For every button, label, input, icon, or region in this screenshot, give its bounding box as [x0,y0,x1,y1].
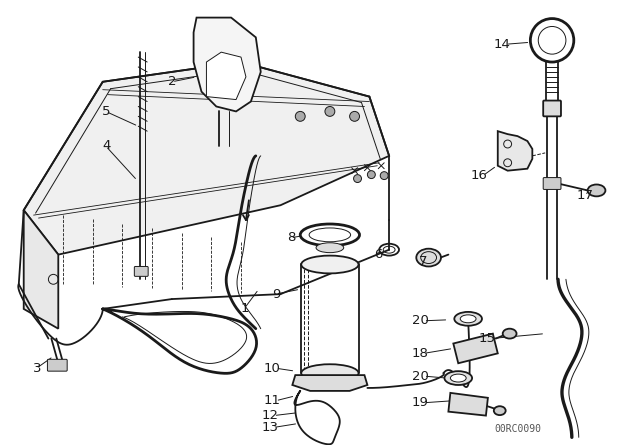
Text: 20: 20 [412,314,429,327]
Polygon shape [24,210,58,329]
Ellipse shape [460,315,476,323]
Circle shape [380,172,388,180]
Text: 14: 14 [493,38,511,51]
Ellipse shape [454,312,482,326]
Polygon shape [292,375,367,391]
Text: 12: 12 [262,409,278,422]
FancyBboxPatch shape [543,177,561,190]
Ellipse shape [316,243,344,253]
Text: 7: 7 [419,255,428,268]
Ellipse shape [444,371,472,385]
Polygon shape [207,52,246,99]
FancyBboxPatch shape [134,267,148,276]
Text: 13: 13 [262,421,278,434]
Ellipse shape [416,249,441,267]
Text: 3: 3 [33,362,42,375]
Ellipse shape [494,406,506,415]
FancyBboxPatch shape [543,100,561,116]
Ellipse shape [451,374,466,382]
Text: 6: 6 [374,248,383,261]
Circle shape [353,175,362,182]
Circle shape [325,107,335,116]
Polygon shape [449,393,488,416]
Text: 10: 10 [264,362,280,375]
Polygon shape [498,131,532,171]
Text: 1: 1 [241,302,249,315]
Text: 2: 2 [168,75,177,88]
Text: 19: 19 [412,396,429,409]
Polygon shape [453,334,498,363]
Text: 4: 4 [102,139,111,152]
Polygon shape [193,17,260,112]
Text: 18: 18 [412,347,429,360]
FancyBboxPatch shape [47,359,67,371]
Text: 17: 17 [577,189,594,202]
Text: 16: 16 [471,169,488,182]
Circle shape [367,171,375,179]
Text: 20: 20 [412,370,429,383]
Text: 15: 15 [479,332,496,345]
Circle shape [349,112,360,121]
Text: 9: 9 [272,288,280,301]
Circle shape [295,112,305,121]
Ellipse shape [588,185,605,196]
Text: 00RC0090: 00RC0090 [494,424,541,435]
Ellipse shape [301,256,358,273]
Polygon shape [24,62,389,254]
Text: 11: 11 [264,394,280,407]
Text: 8: 8 [287,231,295,244]
Ellipse shape [301,364,358,382]
Text: 5: 5 [102,105,111,118]
Ellipse shape [502,329,516,339]
